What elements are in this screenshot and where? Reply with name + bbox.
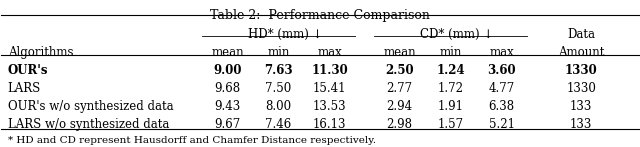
Text: 1.72: 1.72: [438, 82, 463, 95]
Text: 7.46: 7.46: [266, 118, 292, 131]
Text: 2.77: 2.77: [387, 82, 413, 95]
Text: 1330: 1330: [565, 64, 598, 77]
Text: 1.57: 1.57: [438, 118, 464, 131]
Text: Amount: Amount: [558, 46, 604, 59]
Text: 3.60: 3.60: [487, 64, 516, 77]
Text: 6.38: 6.38: [488, 100, 515, 113]
Text: LARS w/o synthesized data: LARS w/o synthesized data: [8, 118, 169, 131]
Text: 16.13: 16.13: [313, 118, 346, 131]
Text: 9.68: 9.68: [214, 82, 241, 95]
Text: 4.77: 4.77: [488, 82, 515, 95]
Text: HD* (mm) ↓: HD* (mm) ↓: [248, 28, 322, 41]
Text: 9.67: 9.67: [214, 118, 241, 131]
Text: 2.50: 2.50: [385, 64, 414, 77]
Text: 8.00: 8.00: [266, 100, 292, 113]
Text: OUR's: OUR's: [8, 64, 48, 77]
Text: 13.53: 13.53: [313, 100, 346, 113]
Text: max: max: [489, 46, 514, 59]
Text: 2.98: 2.98: [387, 118, 413, 131]
Text: Algorithms: Algorithms: [8, 46, 73, 59]
Text: min: min: [440, 46, 462, 59]
Text: mean: mean: [383, 46, 416, 59]
Text: 1.24: 1.24: [436, 64, 465, 77]
Text: 133: 133: [570, 100, 593, 113]
Text: 7.50: 7.50: [266, 82, 292, 95]
Text: 133: 133: [570, 118, 593, 131]
Text: 15.41: 15.41: [313, 82, 346, 95]
Text: 5.21: 5.21: [488, 118, 515, 131]
Text: 2.94: 2.94: [387, 100, 413, 113]
Text: 1.91: 1.91: [438, 100, 463, 113]
Text: min: min: [268, 46, 290, 59]
Text: * HD and CD represent Hausdorff and Chamfer Distance respectively.: * HD and CD represent Hausdorff and Cham…: [8, 137, 376, 146]
Text: 9.43: 9.43: [214, 100, 241, 113]
Text: mean: mean: [211, 46, 244, 59]
Text: Table 2:  Performance Comparison: Table 2: Performance Comparison: [210, 9, 430, 22]
Text: max: max: [317, 46, 342, 59]
Text: OUR's w/o synthesized data: OUR's w/o synthesized data: [8, 100, 173, 113]
Text: CD* (mm) ↓: CD* (mm) ↓: [420, 28, 493, 41]
Text: 1330: 1330: [566, 82, 596, 95]
Text: 9.00: 9.00: [213, 64, 242, 77]
Text: Data: Data: [567, 28, 595, 41]
Text: 11.30: 11.30: [311, 64, 348, 77]
Text: 7.63: 7.63: [264, 64, 293, 77]
Text: LARS: LARS: [8, 82, 41, 95]
